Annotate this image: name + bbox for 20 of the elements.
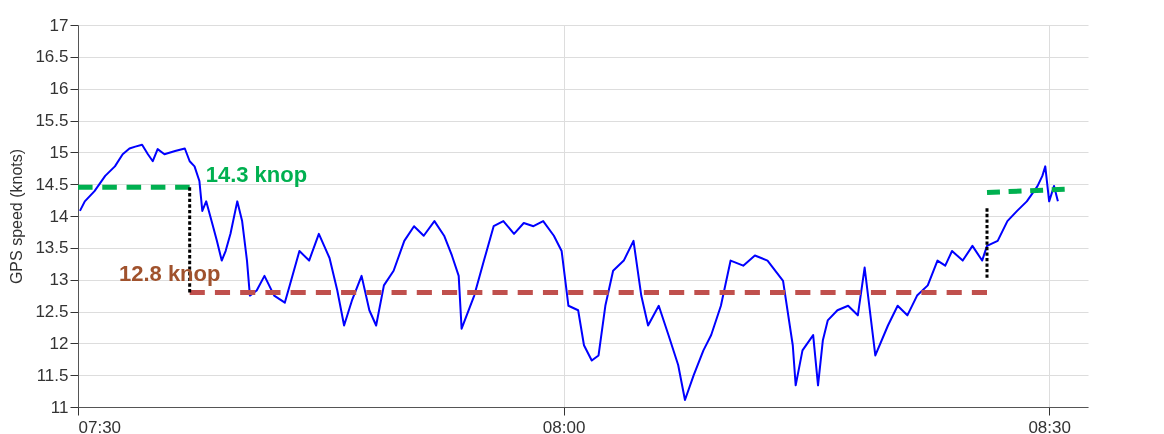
y-tick-label: 16 [49, 79, 69, 99]
y-tick-label: 17 [49, 15, 69, 35]
y-tick-label: 13.5 [35, 238, 69, 258]
y-tick-label: 11.5 [36, 365, 69, 385]
y-tick-label: 12.5 [35, 302, 69, 321]
annotation: 12.8 knop [118, 261, 221, 287]
y-tick-label: 16.5 [35, 47, 69, 67]
y-tick-label: 14 [49, 206, 69, 226]
y-axis-title: GPS speed (knots) [8, 148, 26, 285]
y-tick-label: 15 [49, 142, 69, 162]
y-tick-label: 13 [49, 270, 69, 290]
y-tick-label: 11 [50, 397, 69, 417]
y-tick-label: 15.5 [35, 111, 69, 130]
x-tick-label: 08:00 [542, 417, 586, 434]
x-tick-label: 07:30 [78, 417, 122, 434]
annotation: 14.3 knop [205, 162, 308, 188]
x-tick-label: 08:30 [1028, 417, 1071, 434]
y-tick-label: 14.5 [35, 174, 69, 194]
y-tick-label: 12 [49, 333, 69, 353]
line-series [78, 143, 1059, 401]
